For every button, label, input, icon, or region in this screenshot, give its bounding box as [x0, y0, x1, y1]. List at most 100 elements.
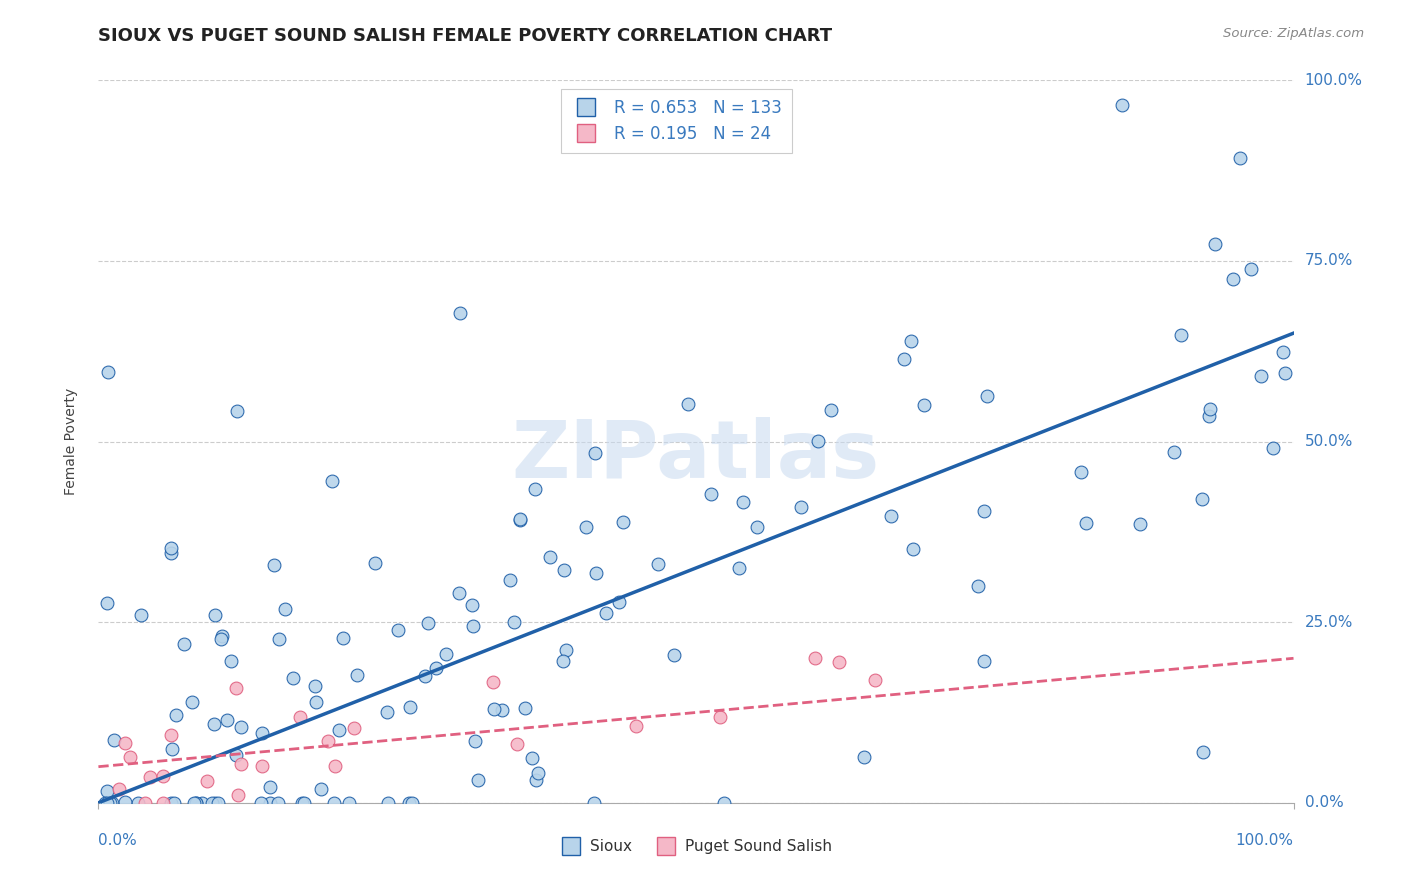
Point	[226, 404, 249, 418]
Point	[283, 671, 305, 685]
Point	[1170, 328, 1192, 343]
Point	[467, 773, 489, 788]
Point	[425, 661, 447, 675]
Point	[160, 541, 183, 555]
Point	[416, 616, 439, 631]
Point	[731, 495, 754, 509]
Point	[1199, 401, 1222, 416]
Point	[291, 796, 314, 810]
Point	[152, 796, 174, 810]
Point	[461, 598, 484, 612]
Point	[226, 788, 249, 802]
Point	[160, 741, 183, 756]
Point	[1204, 236, 1226, 251]
Point	[100, 796, 122, 810]
Point	[96, 796, 118, 810]
Point	[413, 669, 436, 683]
Point	[647, 557, 669, 571]
Point	[339, 796, 361, 810]
Point	[509, 513, 531, 527]
Point	[225, 748, 247, 763]
Point	[1074, 516, 1097, 530]
Point	[401, 796, 423, 810]
Point	[626, 719, 648, 733]
Point	[316, 734, 339, 748]
Point	[375, 705, 398, 719]
Point	[181, 695, 204, 709]
Point	[94, 796, 117, 810]
Point	[398, 796, 420, 810]
Point	[211, 629, 233, 643]
Point	[269, 632, 291, 647]
Point	[139, 770, 162, 784]
Point	[195, 774, 218, 789]
Point	[607, 595, 630, 609]
Point	[201, 796, 224, 810]
Point	[1070, 465, 1092, 479]
Point	[583, 446, 606, 460]
Point	[96, 596, 118, 610]
Point	[399, 699, 422, 714]
Point	[259, 780, 281, 795]
Point	[491, 703, 513, 717]
Point	[551, 654, 574, 668]
Point	[163, 796, 186, 810]
Point	[160, 728, 183, 742]
Point	[343, 721, 366, 735]
Point	[555, 643, 578, 657]
Point	[828, 655, 851, 669]
Point	[1163, 444, 1185, 458]
Y-axis label: Female Poverty: Female Poverty	[63, 388, 77, 495]
Point	[502, 615, 524, 630]
Point	[127, 796, 149, 810]
Point	[1198, 409, 1220, 424]
Point	[328, 723, 350, 738]
Point	[728, 561, 751, 575]
Point	[231, 720, 253, 734]
Point	[363, 556, 385, 570]
Point	[852, 749, 875, 764]
Point	[700, 486, 723, 500]
Point	[1229, 151, 1251, 165]
Point	[973, 503, 995, 517]
Point	[582, 796, 605, 810]
Point	[1271, 345, 1294, 359]
Point	[713, 796, 735, 810]
Point	[1111, 97, 1133, 112]
Point	[790, 500, 813, 515]
Point	[96, 784, 118, 798]
Point	[207, 796, 229, 810]
Point	[114, 736, 136, 750]
Point	[131, 608, 153, 623]
Point	[204, 796, 226, 810]
Point	[250, 796, 273, 810]
Point	[305, 695, 328, 709]
Point	[745, 520, 768, 534]
Point	[160, 796, 183, 810]
Text: ZIPatlas: ZIPatlas	[512, 417, 880, 495]
Point	[434, 647, 457, 661]
Point	[292, 796, 315, 810]
Point	[449, 585, 471, 599]
Point	[900, 334, 922, 348]
Point	[1192, 745, 1215, 759]
Point	[267, 796, 290, 810]
Point	[976, 388, 998, 402]
Point	[108, 782, 131, 797]
Point	[865, 673, 887, 688]
Legend: Sioux, Puget Sound Salish: Sioux, Puget Sound Salish	[554, 833, 838, 860]
Point	[520, 751, 543, 765]
Text: 0.0%: 0.0%	[1305, 796, 1343, 810]
Point	[387, 623, 409, 637]
Point	[901, 541, 924, 556]
Point	[527, 765, 550, 780]
Point	[191, 796, 214, 810]
Point	[498, 573, 520, 587]
Point	[114, 795, 136, 809]
Point	[966, 579, 988, 593]
Point	[973, 654, 995, 668]
Point	[288, 709, 311, 723]
Point	[463, 619, 485, 633]
Point	[321, 474, 343, 488]
Text: SIOUX VS PUGET SOUND SALISH FEMALE POVERTY CORRELATION CHART: SIOUX VS PUGET SOUND SALISH FEMALE POVER…	[98, 27, 832, 45]
